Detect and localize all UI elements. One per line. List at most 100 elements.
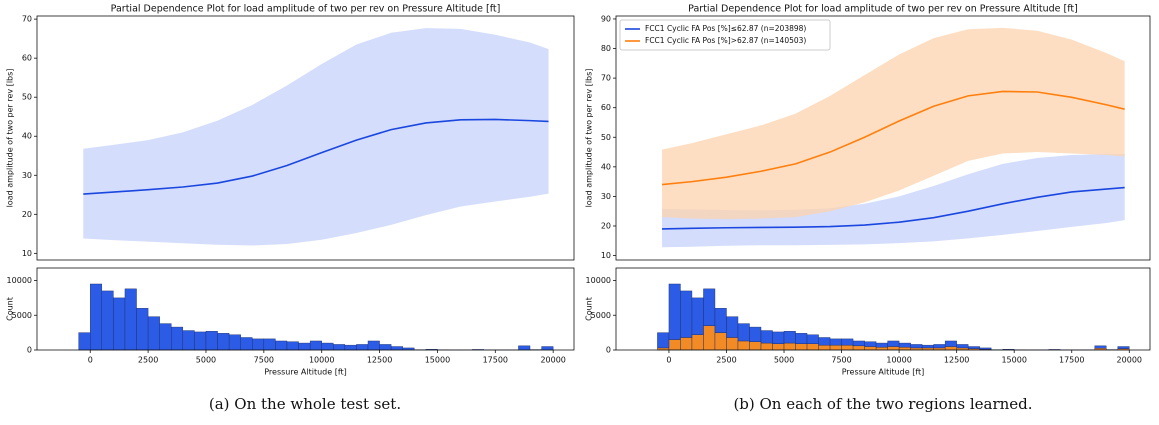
histogram-bar [518,345,531,351]
y-tick-label: 80 [601,44,611,53]
histogram-bar [113,297,126,351]
histogram-bar [263,338,276,351]
histogram-bar [944,340,957,347]
histogram-bar [714,308,727,333]
histogram-bar [898,342,911,348]
x-tick-label: 10000 [309,356,334,365]
histogram-bar [979,347,992,350]
line [662,186,1125,230]
y-tick-label: 5000 [591,311,611,320]
histogram-bar [818,344,831,351]
chart-title: Partial Dependence Plot for load amplitu… [111,4,501,15]
x-tick-label: 15000 [425,356,450,365]
histogram-bar [298,342,311,351]
x-tick-label: 7500 [831,356,851,365]
x-tick-label: 0 [666,356,671,365]
y-tick-label: 0 [606,346,611,355]
histogram-bar [286,341,299,351]
histogram-bar [898,347,911,351]
plot-frame [36,15,575,261]
histogram-bar [379,344,392,351]
histogram-bar [182,330,195,351]
plot-frame [36,267,575,351]
y-tick-label: 60 [22,54,32,63]
x-tick-label: 10000 [886,356,911,365]
histogram-bar [910,344,923,349]
histogram-bar [171,326,184,351]
legend-box [619,19,831,51]
histogram-bar [967,346,980,349]
histogram-bar [829,344,842,351]
histogram-bar [333,344,346,351]
histogram-bar [703,325,716,351]
x-tick-label: 17500 [483,356,508,365]
x-tick-label: 2500 [716,356,736,365]
x-tick-label: 20000 [540,356,565,365]
histogram-bar [680,337,693,351]
histogram-bar [205,331,218,351]
histogram-bar [367,340,380,351]
histogram-bar [841,338,854,346]
caption: (b) On each of the two regions learned. [733,395,1032,413]
histogram-bar [714,332,727,351]
y-axis-label: load amplitude of two per rev [lbs] [585,69,594,208]
x-tick-label: 17500 [1059,356,1084,365]
y-tick-label: 10 [601,251,611,260]
histogram-bar [194,331,207,351]
histogram-bar [864,346,877,351]
x-tick-label: 2500 [138,356,158,365]
histogram-bar [841,344,854,351]
x-tick-label: 0 [88,356,93,365]
x-tick-label: 5000 [196,356,216,365]
histogram-bar [726,337,739,351]
x-tick-label: 7500 [254,356,274,365]
histogram-bar [228,334,241,351]
y-tick-label: 70 [22,15,32,24]
y-tick-label: 10000 [7,276,32,285]
histogram-bar [795,343,808,351]
histogram-bar [240,337,253,351]
histogram-bar [252,338,265,351]
histogram-bar [90,283,103,351]
y-tick-label: 50 [22,93,32,102]
histogram-bar [668,339,681,351]
histogram-bar [818,337,831,346]
line [83,118,549,195]
histogram-bar [760,330,773,344]
y-tick-label: 20 [601,221,611,230]
histogram-bar [668,283,681,340]
y-tick-label: 30 [22,171,32,180]
histogram-bar [875,347,888,351]
y-axis-label: Count [585,297,594,321]
x-axis-label: Pressure Altitude [ft] [842,368,925,377]
histogram-bar [309,340,322,351]
histogram-bar [887,340,900,347]
y-axis-label: load amplitude of two per rev [lbs] [6,69,15,208]
histogram-bar [1117,346,1130,349]
chart-title: Partial Dependence Plot for load amplitu… [688,4,1078,15]
histogram-bar [944,346,957,351]
histogram-bar [933,344,946,349]
y-tick-label: 10000 [586,276,611,285]
histogram-bar [101,290,114,351]
y-axis-label: Count [6,297,15,321]
histogram-bar [726,316,739,338]
histogram-bar [147,316,160,351]
histogram-bar [852,340,865,347]
caption: (a) On the whole test set. [209,395,401,413]
y-tick-label: 40 [22,132,32,141]
histogram-bar [956,344,969,349]
histogram-bar [680,290,693,338]
x-axis-label: Pressure Altitude [ft] [264,368,347,377]
histogram-bar [356,344,369,351]
histogram-bar [691,297,704,335]
y-tick-label: 20 [22,210,32,219]
histogram-bar [783,342,796,351]
x-tick-label: 12500 [367,356,392,365]
histogram-bar [760,342,773,351]
plot-frame [615,267,1151,351]
x-tick-label: 15000 [1001,356,1026,365]
histogram-bar [657,332,670,349]
y-tick-label: 40 [601,162,611,171]
histogram-bar [390,346,403,351]
